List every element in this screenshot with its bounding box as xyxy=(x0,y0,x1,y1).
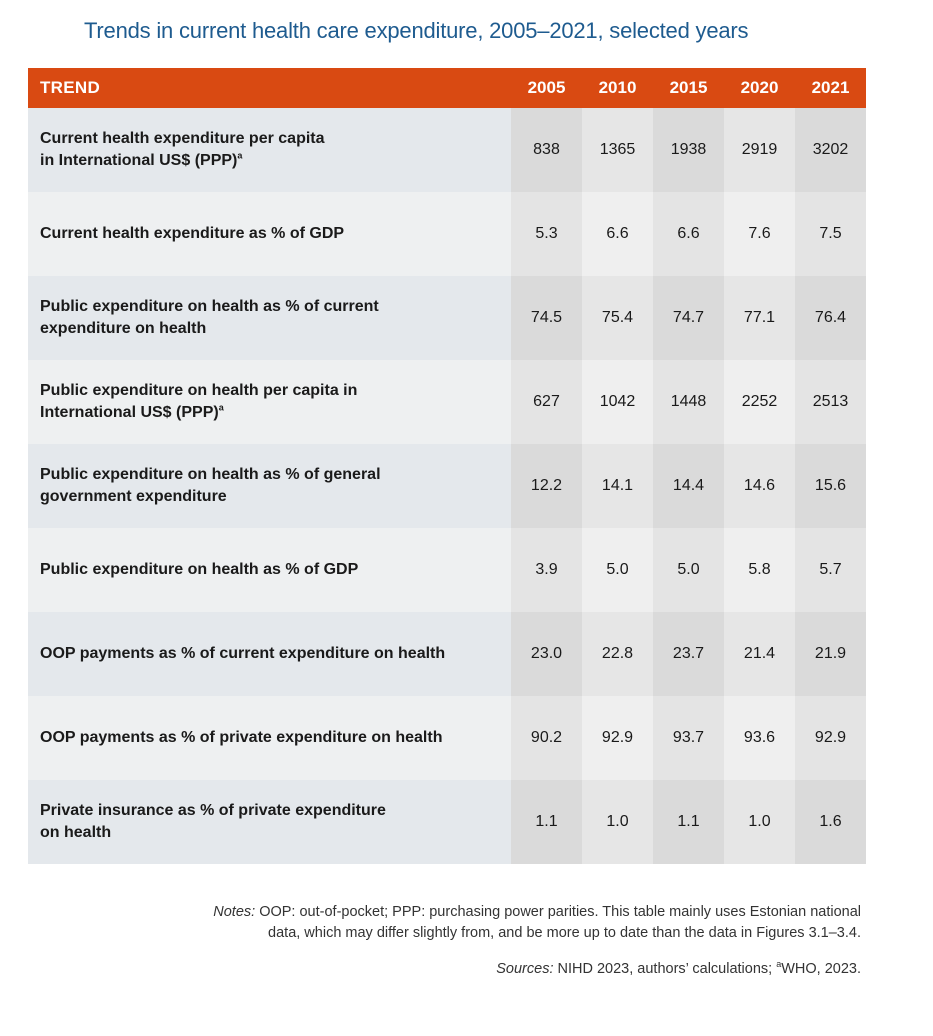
row-label: Current health expenditure as % of GDP xyxy=(28,192,511,276)
row-label: OOP payments as % of current expenditure… xyxy=(28,612,511,696)
table-cell: 1.0 xyxy=(582,780,653,864)
table-cell: 1.1 xyxy=(511,780,582,864)
row-label-line1: Public expenditure on health as % of cur… xyxy=(40,298,379,315)
row-label: Public expenditure on health per capita … xyxy=(28,360,511,444)
expenditure-table: TREND 2005 2010 2015 2020 2021 Current h… xyxy=(28,68,866,864)
table-cell: 1042 xyxy=(582,360,653,444)
header-trend: TREND xyxy=(28,68,511,108)
table-row: Current health expenditure per capita in … xyxy=(28,108,866,192)
table-cell: 15.6 xyxy=(795,444,866,528)
table-cell: 3202 xyxy=(795,108,866,192)
row-label-line2: in International US$ (PPP) xyxy=(40,152,238,169)
notes-line1: OOP: out-of-pocket; PPP: purchasing powe… xyxy=(259,904,861,920)
table-cell: 14.6 xyxy=(724,444,795,528)
table-row: OOP payments as % of private expenditure… xyxy=(28,696,866,780)
table-cell: 23.7 xyxy=(653,612,724,696)
row-label: Public expenditure on health as % of cur… xyxy=(28,276,511,360)
row-label-line1: OOP payments as % of private expenditure… xyxy=(40,729,443,746)
table-cell: 75.4 xyxy=(582,276,653,360)
sources-text: NIHD 2023, authors’ calculations; xyxy=(557,961,773,977)
table-row: Private insurance as % of private expend… xyxy=(28,780,866,864)
row-label-line1: Public expenditure on health as % of gen… xyxy=(40,466,381,483)
row-label-line1: Private insurance as % of private expend… xyxy=(40,802,386,819)
table-cell: 14.1 xyxy=(582,444,653,528)
row-label-line1: OOP payments as % of current expenditure… xyxy=(40,645,446,662)
row-label: Current health expenditure per capita in … xyxy=(28,108,511,192)
table-cell: 76.4 xyxy=(795,276,866,360)
row-label-line1: Current health expenditure per capita xyxy=(40,130,325,147)
sources-superscript: a xyxy=(776,959,782,970)
table-cell: 21.4 xyxy=(724,612,795,696)
row-label: OOP payments as % of private expenditure… xyxy=(28,696,511,780)
table-sources: Sources: NIHD 2023, authors’ calculation… xyxy=(496,959,861,977)
table-cell: 7.5 xyxy=(795,192,866,276)
header-year: 2021 xyxy=(795,68,866,108)
table-notes: Notes: OOP: out-of-pocket; PPP: purchasi… xyxy=(101,902,861,944)
table-cell: 5.7 xyxy=(795,528,866,612)
table-cell: 838 xyxy=(511,108,582,192)
table-cell: 2252 xyxy=(724,360,795,444)
table-cell: 1.0 xyxy=(724,780,795,864)
table-cell: 1938 xyxy=(653,108,724,192)
table-cell: 7.6 xyxy=(724,192,795,276)
table-cell: 93.7 xyxy=(653,696,724,780)
table-cell: 5.0 xyxy=(582,528,653,612)
table-cell: 77.1 xyxy=(724,276,795,360)
row-label-line2: expenditure on health xyxy=(40,320,207,337)
table-cell: 1.1 xyxy=(653,780,724,864)
row-label-line2: International US$ (PPP) xyxy=(40,404,219,421)
notes-label: Notes: xyxy=(213,904,256,920)
table-row: Public expenditure on health as % of cur… xyxy=(28,276,866,360)
row-label-line1: Public expenditure on health as % of GDP xyxy=(40,561,359,578)
table-cell: 5.8 xyxy=(724,528,795,612)
header-year: 2005 xyxy=(511,68,582,108)
header-year: 2015 xyxy=(653,68,724,108)
row-label: Public expenditure on health as % of GDP xyxy=(28,528,511,612)
row-label-superscript: a xyxy=(218,402,224,413)
notes-line2: data, which may differ slightly from, an… xyxy=(268,925,861,941)
table-row: Current health expenditure as % of GDP 5.… xyxy=(28,192,866,276)
table-cell: 3.9 xyxy=(511,528,582,612)
table-cell: 1448 xyxy=(653,360,724,444)
table-cell: 92.9 xyxy=(795,696,866,780)
table-cell: 23.0 xyxy=(511,612,582,696)
row-label-line1: Current health expenditure as % of GDP xyxy=(40,225,345,242)
table-header-row: TREND 2005 2010 2015 2020 2021 xyxy=(28,68,866,108)
table-row: OOP payments as % of current expenditure… xyxy=(28,612,866,696)
table-cell: 14.4 xyxy=(653,444,724,528)
row-label-line2: government expenditure xyxy=(40,488,227,505)
row-label: Public expenditure on health as % of gen… xyxy=(28,444,511,528)
table-cell: 2919 xyxy=(724,108,795,192)
table-cell: 6.6 xyxy=(653,192,724,276)
sources-tail: WHO, 2023. xyxy=(781,961,861,977)
row-label-line2: on health xyxy=(40,824,112,841)
table-row: Public expenditure on health as % of gen… xyxy=(28,444,866,528)
table-row: Public expenditure on health per capita … xyxy=(28,360,866,444)
page-title: Trends in current health care expenditur… xyxy=(84,18,749,43)
table-cell: 90.2 xyxy=(511,696,582,780)
header-year: 2020 xyxy=(724,68,795,108)
table-cell: 92.9 xyxy=(582,696,653,780)
table-cell: 1.6 xyxy=(795,780,866,864)
table-cell: 22.8 xyxy=(582,612,653,696)
row-label: Private insurance as % of private expend… xyxy=(28,780,511,864)
table-cell: 1365 xyxy=(582,108,653,192)
table-cell: 627 xyxy=(511,360,582,444)
table-row: Public expenditure on health as % of GDP… xyxy=(28,528,866,612)
header-year: 2010 xyxy=(582,68,653,108)
sources-label: Sources: xyxy=(496,961,554,977)
table-cell: 12.2 xyxy=(511,444,582,528)
row-label-superscript: a xyxy=(237,150,243,161)
table-cell: 74.5 xyxy=(511,276,582,360)
table-cell: 93.6 xyxy=(724,696,795,780)
table-cell: 5.3 xyxy=(511,192,582,276)
table-cell: 2513 xyxy=(795,360,866,444)
row-label-line1: Public expenditure on health per capita … xyxy=(40,382,358,399)
table-cell: 21.9 xyxy=(795,612,866,696)
table-cell: 6.6 xyxy=(582,192,653,276)
table-cell: 74.7 xyxy=(653,276,724,360)
table-cell: 5.0 xyxy=(653,528,724,612)
